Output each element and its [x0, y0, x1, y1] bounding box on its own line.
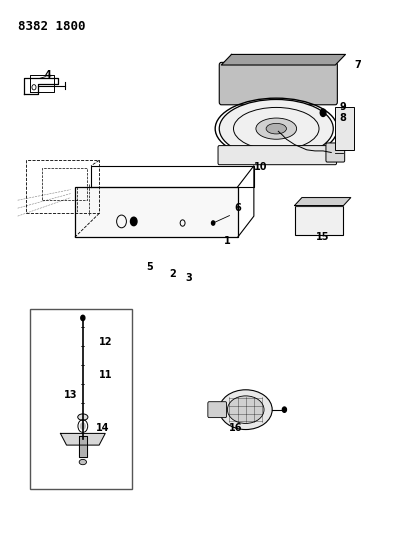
- Text: 10: 10: [253, 162, 267, 172]
- Text: 5: 5: [146, 262, 153, 271]
- Text: 14: 14: [95, 423, 109, 433]
- Bar: [294, 206, 343, 235]
- FancyBboxPatch shape: [218, 146, 336, 165]
- Text: 11: 11: [98, 370, 112, 380]
- Text: 1: 1: [223, 236, 230, 246]
- Text: 13: 13: [64, 390, 77, 400]
- FancyBboxPatch shape: [325, 143, 344, 162]
- Circle shape: [81, 316, 85, 320]
- Bar: [335, 108, 353, 150]
- Ellipse shape: [219, 390, 272, 430]
- Polygon shape: [221, 54, 345, 65]
- Text: 3: 3: [185, 273, 192, 283]
- Text: 4: 4: [45, 70, 52, 79]
- Circle shape: [319, 109, 325, 116]
- Ellipse shape: [78, 414, 88, 420]
- FancyBboxPatch shape: [207, 402, 226, 418]
- Polygon shape: [60, 433, 105, 445]
- Ellipse shape: [255, 118, 296, 139]
- Text: 16: 16: [228, 423, 242, 433]
- Bar: [74, 187, 237, 237]
- Text: 7: 7: [353, 60, 360, 70]
- Ellipse shape: [79, 459, 86, 465]
- Ellipse shape: [227, 396, 263, 423]
- Ellipse shape: [265, 123, 286, 134]
- Polygon shape: [79, 435, 87, 457]
- Ellipse shape: [219, 100, 333, 158]
- Circle shape: [80, 423, 85, 429]
- Circle shape: [282, 407, 286, 413]
- Text: 8382 1800: 8382 1800: [18, 20, 85, 33]
- Text: 2: 2: [169, 270, 175, 279]
- Circle shape: [211, 221, 214, 225]
- Text: 15: 15: [316, 232, 329, 243]
- Bar: [30, 309, 131, 489]
- Text: 12: 12: [98, 337, 112, 347]
- Text: 6: 6: [234, 203, 240, 213]
- Text: 9: 9: [338, 102, 345, 112]
- Circle shape: [130, 217, 137, 225]
- Text: 8: 8: [338, 113, 345, 123]
- FancyBboxPatch shape: [219, 62, 337, 105]
- Polygon shape: [294, 198, 350, 206]
